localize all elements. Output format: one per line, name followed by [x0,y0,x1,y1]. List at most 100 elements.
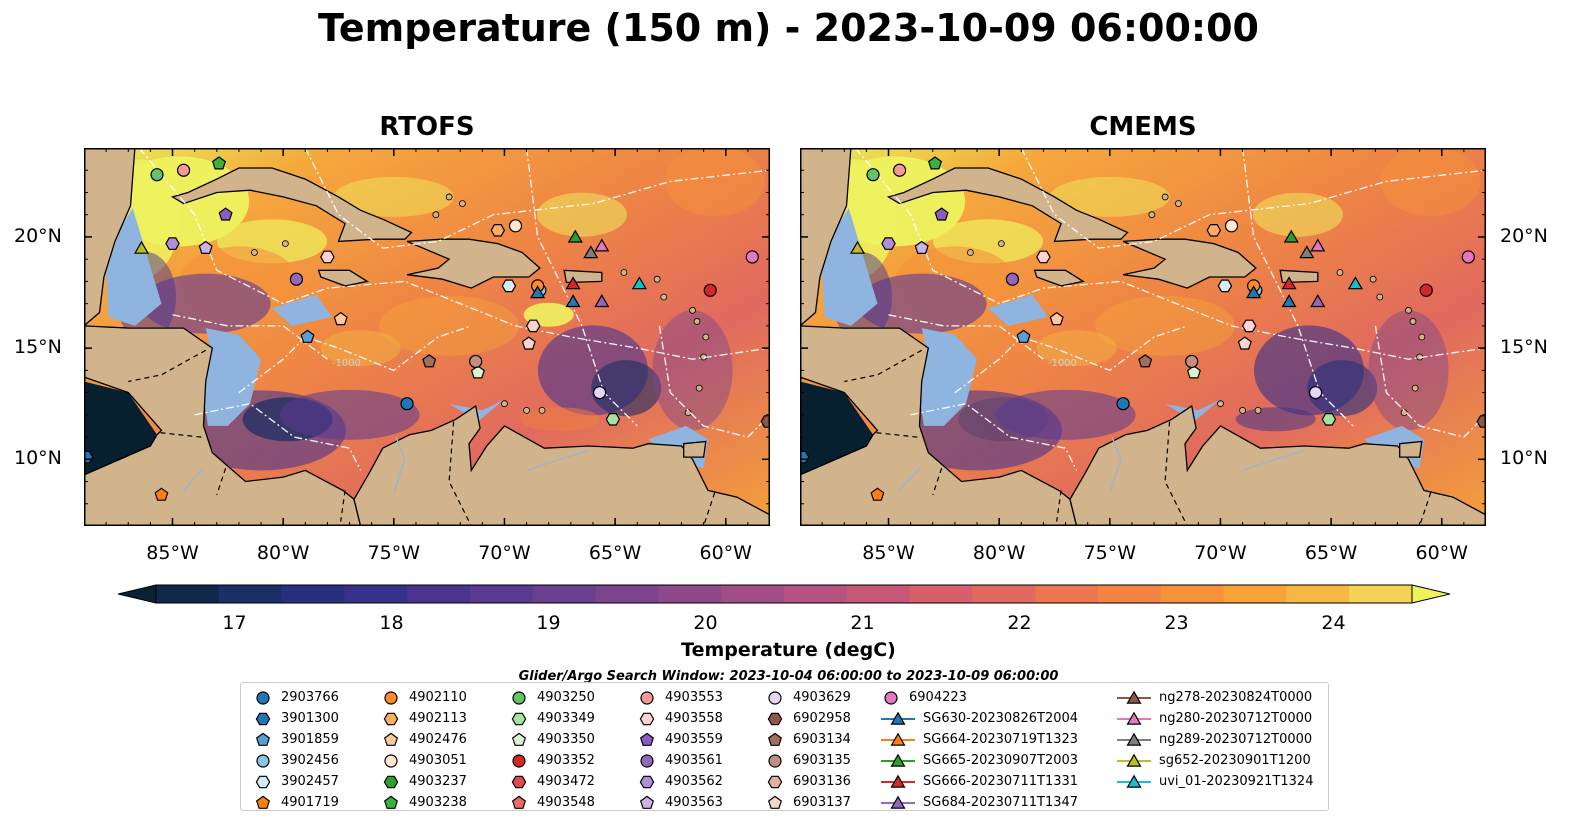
legend-label: 6903137 [793,795,851,810]
search-window-text: Glider/Argo Search Window: 2023-10-04 06… [518,669,1059,683]
platform-marker-15 [703,283,717,297]
legend-marker-icon [767,712,783,725]
map-panel-cmems: -1000 [800,148,1486,526]
legend-item: 4902476 [381,729,467,750]
colorbar-tick-label: 23 [1164,612,1189,634]
legend-item: ng289-20230712T0000 [1117,729,1313,750]
land-puertorico [1279,269,1319,284]
platform-marker-5 [154,487,169,501]
legend-marker-icon [768,753,782,768]
legend-label: 4903561 [665,753,723,768]
legend-marker [256,753,270,768]
figure-title: Temperature (150 m) - 2023-10-09 06:00:0… [317,6,1259,50]
platform-marker-2 [300,329,315,343]
legend-item: 4901719 [253,792,339,813]
platform-marker-10 [1476,415,1486,428]
legend-marker [1126,690,1142,704]
legend-item: 4903350 [509,729,595,750]
legend-marker [383,795,399,809]
eez-boundary-4 [910,403,1078,471]
temperature-anomaly-17 [1036,330,1117,367]
legend-label: 4903352 [537,753,595,768]
platform-marker-26 [469,354,483,369]
legend-marker [384,753,398,768]
island-11 [1254,406,1262,414]
legend-column: 4903250 4903349 4903350 4903352 4903472 49035… [509,687,595,813]
legend-marker [1126,774,1142,788]
platform-marker-19 [521,336,536,350]
lat-tick-label: 10°N [1500,447,1548,470]
legend-marker-icon [767,775,783,788]
eez-boundary-0 [138,148,770,360]
legend-label: 4903472 [537,774,595,789]
legend-label: SG664-20230719T1323 [923,732,1079,747]
island-4 [1376,293,1384,301]
legend-marker [256,690,270,705]
eez-boundary-5 [658,325,770,438]
country-border-0 [128,349,206,383]
land-south [353,404,770,526]
lon-tick-label: 80°W [256,542,310,564]
legend-marker [890,732,906,746]
colorbar-bin [1349,585,1413,603]
colorbar-bin [1286,585,1350,603]
legend-marker-icon [1117,711,1151,725]
legend-marker-icon [1117,732,1151,746]
legend-item: SG666-20230711T1331 [881,771,1078,792]
legend-item: SG684-20230711T1347 [881,792,1078,813]
legend-marker-icon [383,732,399,746]
legend-marker [767,775,783,788]
platform-marker-2 [1016,329,1031,343]
platform-marker-31 [565,276,581,290]
eez-boundary-1 [954,325,1188,394]
platform-marker-21 [289,272,304,286]
legend-marker-icon [511,732,527,746]
river-0 [1109,436,1122,493]
lat-tick-label: 20°N [1500,224,1548,247]
legend-marker-icon [512,753,526,768]
platform-marker-31 [1281,276,1297,290]
legend-marker [384,690,398,705]
colorbar-tick-label: 18 [379,612,404,634]
platform-marker-33 [594,294,610,308]
colorbar-bin [595,585,659,603]
lon-tick-label: 85°W [146,542,199,564]
legend-label: 6904223 [909,690,967,705]
legend-column: 4902110 4902113 4902476 4903051 4903237 49032… [381,687,467,813]
platform-marker-30 [567,229,583,243]
legend-label: 4903238 [409,795,467,810]
legend-item: 4903553 [637,687,723,708]
legend-marker-icon [639,775,655,788]
legend-marker [884,690,898,705]
lon-tick-label: 75°W [367,542,421,564]
island-12 [432,211,440,219]
land-central [800,148,852,526]
legend-marker [639,712,655,725]
island-11 [538,406,546,414]
temperature-anomaly-8 [995,389,1136,440]
shelf-region-2 [822,208,878,326]
legend-item: 6903137 [765,792,851,813]
legend-item: 6903136 [765,771,851,792]
platform-marker-12 [866,168,880,182]
land-cuba [886,167,1129,243]
eez-boundary-5 [1374,325,1486,438]
legend-marker-icon [884,690,898,705]
platform-marker-30 [1283,229,1299,243]
platform-marker-18 [525,319,541,333]
legend-marker [255,712,271,725]
legend-marker-icon [767,795,783,809]
legend-marker-icon [512,690,526,705]
legend-item: 6903135 [765,750,851,771]
platform-marker-24 [593,385,607,400]
legend-label: uvi_01-20230921T1324 [1159,774,1314,789]
legend-marker-icon [881,753,915,767]
colorbar-extend-low [118,584,157,604]
colorbar-tick-label: 19 [536,612,561,634]
colorbar-bin [658,585,722,603]
legend-marker [639,795,655,809]
island-10 [523,406,530,414]
legend-marker-icon [256,753,270,768]
temperature-anomaly-18 [1235,407,1316,432]
platform-marker-35 [594,238,610,252]
